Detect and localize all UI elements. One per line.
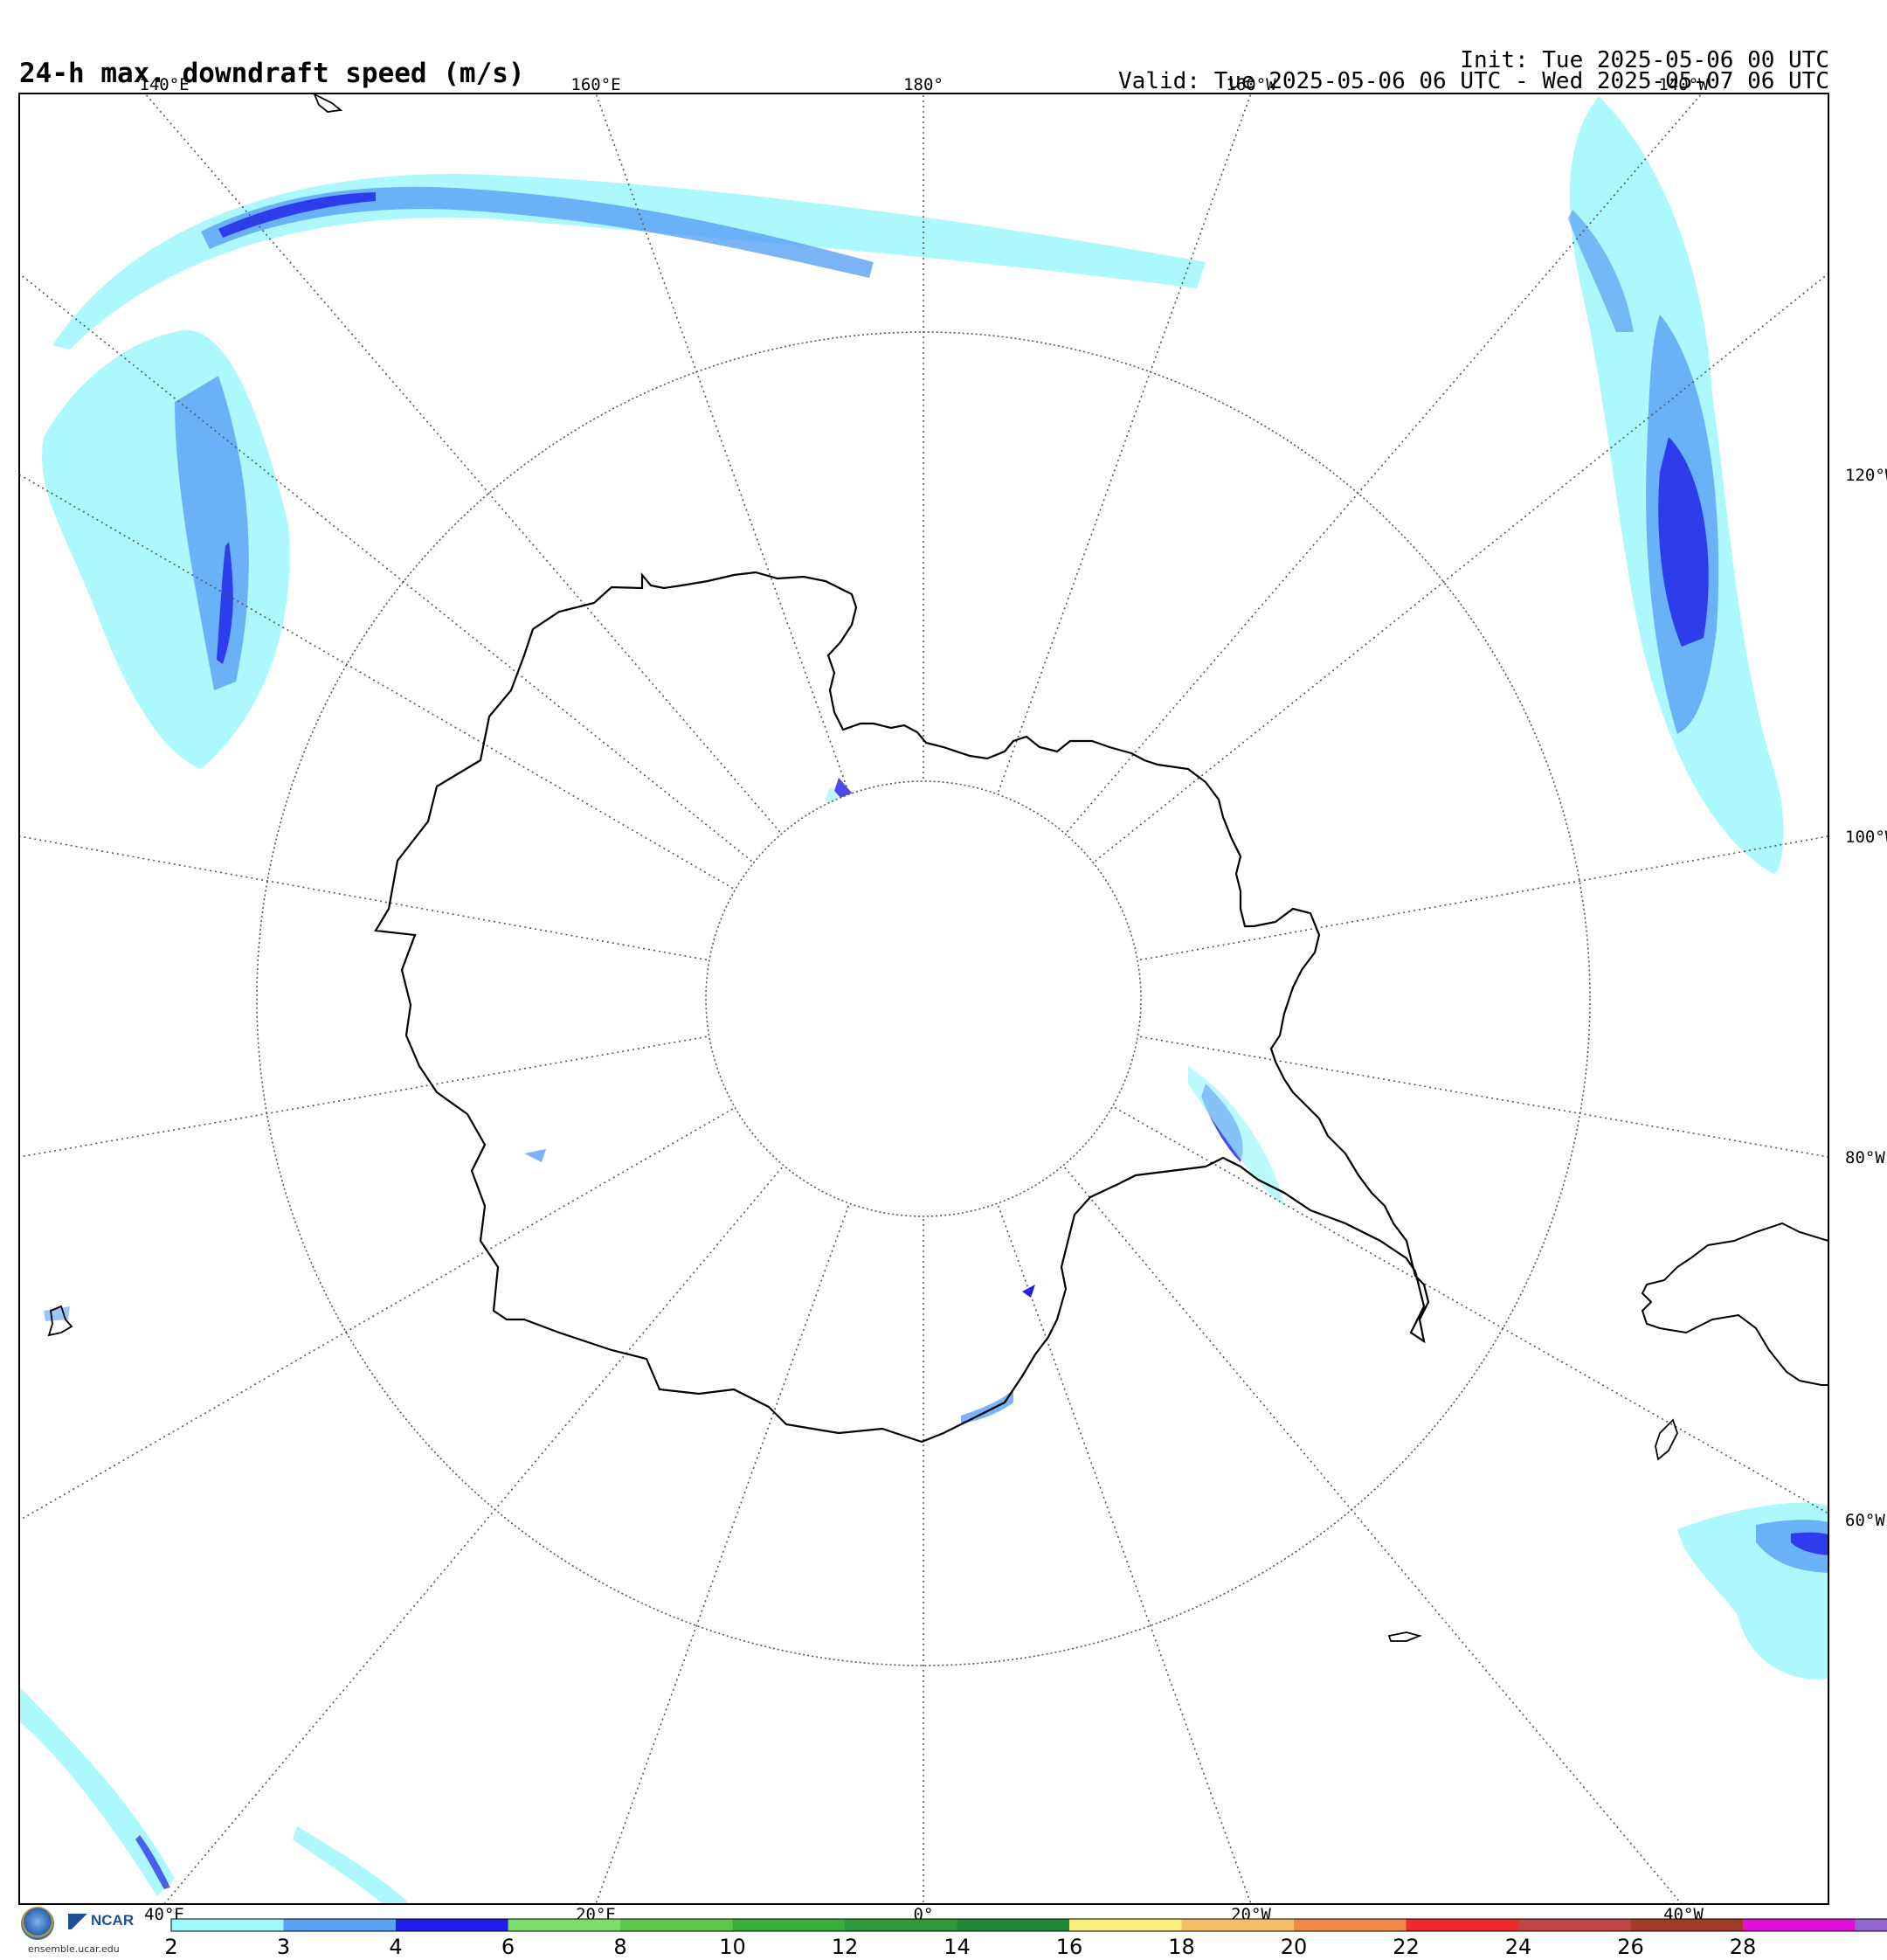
label-100w: 100°W bbox=[1845, 828, 1887, 847]
colorbar-swatch bbox=[1855, 1919, 1887, 1931]
colorbar-swatch bbox=[1294, 1919, 1407, 1931]
south-georgia bbox=[1655, 1418, 1678, 1461]
valid-time: Valid: Tue 2025-05-06 06 UTC - Wed 2025-… bbox=[1118, 68, 1829, 94]
colorbar-tick-label: 22 bbox=[1393, 1935, 1420, 1959]
nz-subantarctic-island bbox=[313, 93, 343, 113]
map-field bbox=[19, 93, 1828, 1904]
ncar-mark-icon bbox=[68, 1914, 91, 1929]
colorbar-swatch bbox=[508, 1919, 620, 1931]
right-labels: 120°W 100°W 80°W 60°W bbox=[1845, 466, 1887, 1530]
antarctica-coastline bbox=[374, 571, 1430, 1444]
label-80w: 80°W bbox=[1845, 1148, 1885, 1167]
inner-latitude-circle bbox=[705, 780, 1142, 1217]
colorbar-tick-label: 16 bbox=[1056, 1935, 1083, 1959]
colorbar: 2 3 4 6 8 10 12 14 16 18 20 22 24 26 28 bbox=[164, 1918, 1887, 1959]
colorbar-swatch bbox=[957, 1919, 1069, 1931]
colorbar-swatch bbox=[1069, 1919, 1182, 1931]
colorbar-swatch bbox=[396, 1919, 508, 1931]
colorbar-swatch bbox=[1518, 1919, 1631, 1931]
colorbar-tick-label: 8 bbox=[613, 1935, 626, 1959]
label-160w: 160°W bbox=[1226, 75, 1276, 94]
map-title: 24-h max. downdraft speed (m/s) bbox=[19, 58, 525, 89]
kerguelen-island bbox=[47, 1305, 73, 1337]
label-60w: 60°W bbox=[1845, 1511, 1885, 1530]
ncar-logo: NCAR ensemble.ucar.edu bbox=[21, 1905, 143, 1957]
colorbar-swatch bbox=[1630, 1919, 1743, 1931]
init-time: Init: Tue 2025-05-06 00 UTC bbox=[1460, 47, 1829, 73]
label-160e: 160°E bbox=[570, 75, 620, 94]
colorbar-tick-label: 4 bbox=[389, 1935, 402, 1959]
ncar-wordmark: NCAR bbox=[91, 1912, 135, 1929]
colorbar-tick-label: 3 bbox=[277, 1935, 290, 1959]
label-120w: 120°W bbox=[1845, 466, 1887, 485]
colorbar-tick-label: 24 bbox=[1505, 1935, 1532, 1959]
downdraft-areas bbox=[19, 96, 1828, 1904]
colorbar-swatch bbox=[845, 1919, 957, 1931]
bouvet-island bbox=[1387, 1631, 1422, 1642]
colorbar-tick-label: 6 bbox=[501, 1935, 515, 1959]
south-america-coastline bbox=[1641, 1222, 1828, 1386]
colorbar-swatch bbox=[171, 1919, 284, 1931]
colorbar-swatch bbox=[283, 1919, 396, 1931]
nsf-seal-icon bbox=[21, 1907, 54, 1940]
label-140w: 140°W bbox=[1658, 75, 1709, 94]
ensemble-url: ensemble.ucar.edu bbox=[28, 1943, 120, 1955]
map-frame bbox=[18, 93, 1829, 1905]
colorbar-swatch bbox=[1181, 1919, 1294, 1931]
colorbar-outline bbox=[170, 1918, 1887, 1932]
colorbar-tick-label: 14 bbox=[944, 1935, 971, 1959]
colorbar-swatch bbox=[620, 1919, 733, 1931]
colorbar-tick-label: 28 bbox=[1730, 1935, 1757, 1959]
colorbar-tick-label: 26 bbox=[1617, 1935, 1644, 1959]
colorbar-tick-label: 10 bbox=[719, 1935, 746, 1959]
colorbar-tick-label: 2 bbox=[164, 1935, 177, 1959]
colorbar-tick-label: 20 bbox=[1281, 1935, 1308, 1959]
colorbar-tick-label: 18 bbox=[1168, 1935, 1195, 1959]
colorbar-swatch bbox=[1743, 1919, 1856, 1931]
label-180: 180° bbox=[903, 75, 944, 94]
label-140e: 140°E bbox=[139, 75, 189, 94]
colorbar-swatch bbox=[732, 1919, 845, 1931]
colorbar-swatch bbox=[1406, 1919, 1518, 1931]
outer-latitude-circle bbox=[256, 331, 1591, 1666]
colorbar-tick-label: 12 bbox=[832, 1935, 859, 1959]
